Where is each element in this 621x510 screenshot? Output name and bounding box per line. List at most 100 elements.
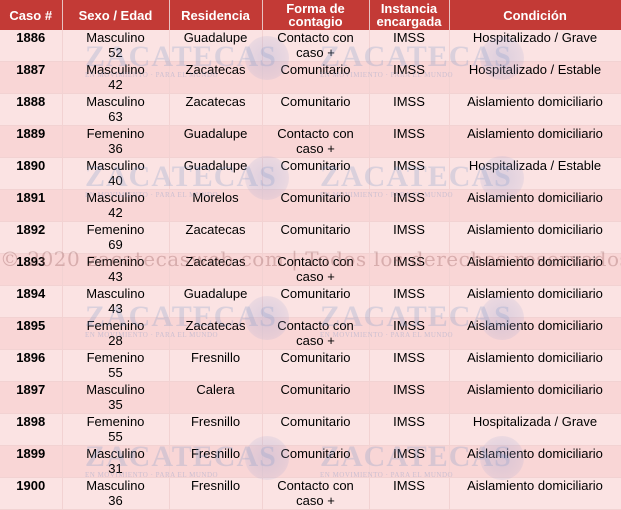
- cell-sexo-edad-text: 69: [108, 237, 123, 252]
- cell-instancia: IMSS: [369, 349, 450, 382]
- cell-residencia-text: Morelos: [192, 190, 239, 205]
- cell-forma-contagio: Comunitario: [262, 189, 370, 222]
- cell-sexo-edad: Femenino 36: [62, 125, 170, 158]
- cell-caso-text: 1890: [16, 158, 46, 173]
- cell-forma-contagio: Comunitario: [262, 61, 370, 94]
- header-caso: Caso #: [0, 0, 63, 30]
- cell-residencia-text: Zacatecas: [185, 254, 246, 269]
- cell-condicion-text: Aislamiento domiciliario: [467, 94, 603, 109]
- cell-condicion: Hospitalizada / Estable: [449, 157, 621, 190]
- cell-condicion-text: Aislamiento domiciliario: [467, 126, 603, 141]
- cell-residencia-text: Guadalupe: [183, 286, 248, 301]
- cell-residencia-text: Calera: [196, 382, 235, 397]
- cell-forma-contagio: Contacto con caso +: [262, 477, 370, 510]
- header-sexo-edad: Sexo / Edad: [62, 0, 170, 30]
- cell-residencia: Fresnillo: [169, 477, 263, 510]
- cell-forma-contagio: Comunitario: [262, 349, 370, 382]
- table-row: 1892 Femenino 69 Zacatecas Comunitario IMSS Ai…: [0, 221, 621, 254]
- cell-forma-contagio-text: caso +: [296, 141, 335, 156]
- cell-sexo-edad: Masculino 42: [62, 61, 170, 94]
- cell-condicion: Aislamiento domiciliario: [449, 285, 621, 318]
- cell-instancia: IMSS: [369, 477, 450, 510]
- cell-caso: 1887: [0, 61, 63, 94]
- cell-sexo-edad-text: Femenino: [86, 254, 145, 269]
- cell-forma-contagio: Contacto con caso +: [262, 253, 370, 286]
- cell-instancia-text: IMSS: [393, 446, 425, 461]
- cell-instancia: IMSS: [369, 445, 450, 478]
- cell-forma-contagio: Comunitario: [262, 413, 370, 446]
- table-row: 1898 Femenino 55 Fresnillo Comunitario IMSS Ho…: [0, 413, 621, 446]
- cell-instancia: IMSS: [369, 189, 450, 222]
- cell-residencia: Zacatecas: [169, 221, 263, 254]
- cell-instancia-text: IMSS: [393, 382, 425, 397]
- cell-condicion: Aislamiento domiciliario: [449, 93, 621, 126]
- table-row: 1890 Masculino 40 Guadalupe Comunitario IMSS H…: [0, 157, 621, 190]
- cell-residencia: Calera: [169, 381, 263, 414]
- cell-residencia: Zacatecas: [169, 61, 263, 94]
- cell-forma-contagio-text: caso +: [296, 45, 335, 60]
- cell-forma-contagio-text: caso +: [296, 333, 335, 348]
- cell-sexo-edad-text: Masculino: [86, 446, 145, 461]
- cell-caso: 1897: [0, 381, 63, 414]
- cell-caso: 1896: [0, 349, 63, 382]
- cell-sexo-edad-text: 55: [108, 365, 123, 380]
- table-row: 1888 Masculino 63 Zacatecas Comunitario IMSS A…: [0, 93, 621, 126]
- cell-sexo-edad: Masculino 52: [62, 30, 170, 62]
- cell-forma-contagio-text: Comunitario: [280, 62, 351, 77]
- cell-forma-contagio-text: Comunitario: [280, 286, 351, 301]
- cell-sexo-edad-text: 31: [108, 461, 123, 476]
- cell-sexo-edad-text: 36: [108, 493, 123, 508]
- cell-forma-contagio-text: Comunitario: [280, 190, 351, 205]
- cell-forma-contagio-text: Comunitario: [280, 158, 351, 173]
- cell-forma-contagio-text: Comunitario: [280, 94, 351, 109]
- cell-residencia: Morelos: [169, 189, 263, 222]
- cell-sexo-edad: Femenino 43: [62, 253, 170, 286]
- cell-residencia-text: Fresnillo: [190, 478, 241, 493]
- table-header-row: Caso # Sexo / Edad Residencia Forma de c…: [0, 0, 621, 30]
- header-forma-contagio: Forma de contagio: [262, 0, 370, 30]
- cell-forma-contagio: Comunitario: [262, 93, 370, 126]
- cell-caso-text: 1899: [16, 446, 46, 461]
- cell-instancia-text: IMSS: [393, 478, 425, 493]
- cell-condicion: Aislamiento domiciliario: [449, 317, 621, 350]
- cell-instancia: IMSS: [369, 125, 450, 158]
- cell-caso-text: 1898: [16, 414, 46, 429]
- cell-instancia-text: IMSS: [393, 414, 425, 429]
- cell-caso: 1891: [0, 189, 63, 222]
- cell-sexo-edad-text: Femenino: [86, 414, 145, 429]
- cell-caso: 1889: [0, 125, 63, 158]
- cell-caso-text: 1888: [16, 94, 46, 109]
- table-body: 1886 Masculino 52 Guadalupe Contacto con caso…: [0, 30, 621, 510]
- cell-sexo-edad: Masculino 63: [62, 93, 170, 126]
- cell-caso: 1890: [0, 157, 63, 190]
- cell-sexo-edad: Masculino 42: [62, 189, 170, 222]
- cell-forma-contagio: Comunitario: [262, 157, 370, 190]
- cell-condicion-text: Aislamiento domiciliario: [467, 382, 603, 397]
- table-row: 1889 Femenino 36 Guadalupe Contacto con caso …: [0, 125, 621, 158]
- cell-caso-text: 1896: [16, 350, 46, 365]
- cell-caso-text: 1900: [16, 478, 46, 493]
- cell-condicion: Aislamiento domiciliario: [449, 381, 621, 414]
- cell-instancia-text: IMSS: [393, 222, 425, 237]
- cell-forma-contagio: Contacto con caso +: [262, 30, 370, 62]
- table-row: 1891 Masculino 42 Morelos Comunitario IMSS Ais…: [0, 189, 621, 222]
- cell-sexo-edad-text: Masculino: [86, 286, 145, 301]
- cell-condicion: Hospitalizado / Estable: [449, 61, 621, 94]
- cell-condicion: Aislamiento domiciliario: [449, 253, 621, 286]
- cell-caso-text: 1895: [16, 318, 46, 333]
- cell-instancia-text: IMSS: [393, 350, 425, 365]
- cell-instancia-text: IMSS: [393, 318, 425, 333]
- cell-residencia: Zacatecas: [169, 93, 263, 126]
- cell-caso: 1893: [0, 253, 63, 286]
- cell-condicion: Aislamiento domiciliario: [449, 349, 621, 382]
- cell-forma-contagio-text: caso +: [296, 269, 335, 284]
- cell-condicion-text: Hospitalizada / Grave: [472, 414, 598, 429]
- cell-caso-text: 1891: [16, 190, 46, 205]
- cell-instancia-text: IMSS: [393, 126, 425, 141]
- cell-condicion: Aislamiento domiciliario: [449, 445, 621, 478]
- cell-forma-contagio-text: Comunitario: [280, 350, 351, 365]
- cell-condicion-text: Aislamiento domiciliario: [467, 318, 603, 333]
- cell-sexo-edad-text: Femenino: [86, 222, 145, 237]
- cell-condicion-text: Aislamiento domiciliario: [467, 446, 603, 461]
- cell-forma-contagio-text: Contacto con: [277, 254, 354, 269]
